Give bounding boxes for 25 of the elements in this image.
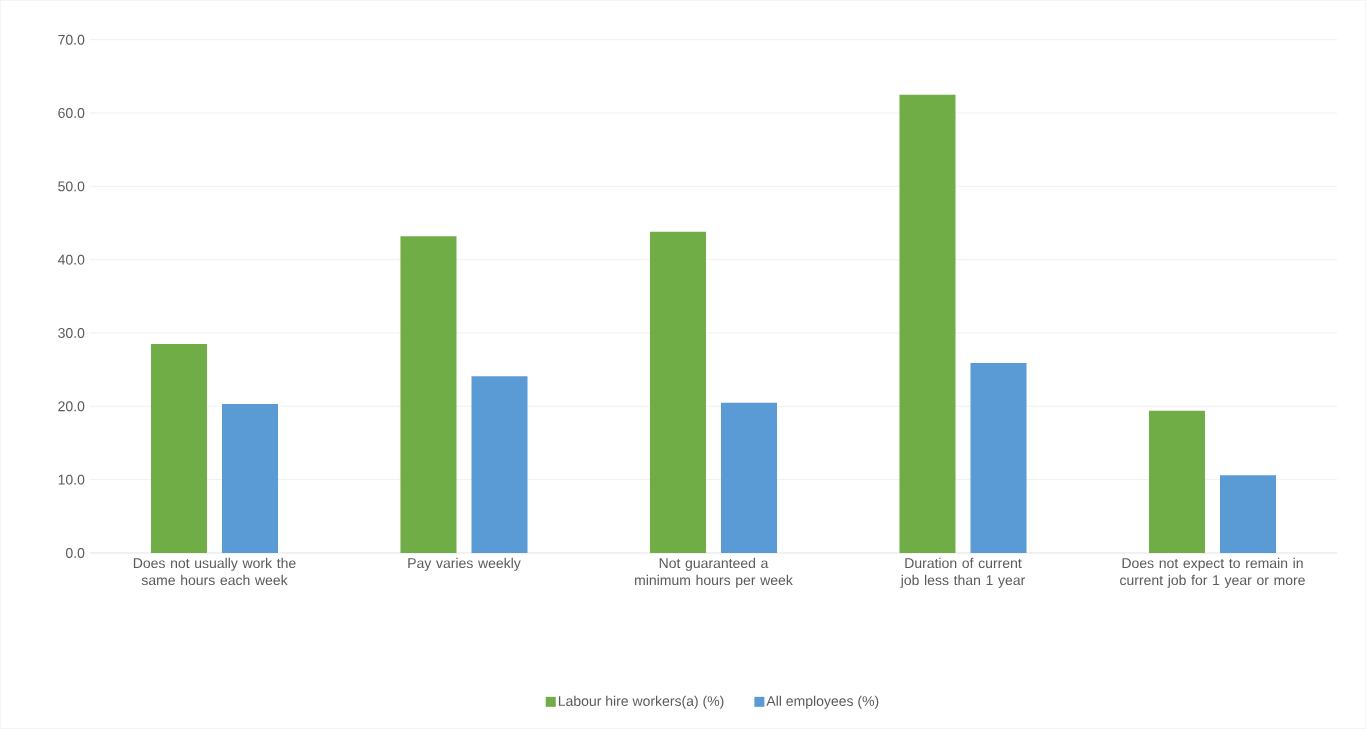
y-tick-label: 40.0 [57, 254, 85, 265]
bar [649, 231, 706, 554]
bar [150, 344, 207, 554]
bar [221, 404, 279, 554]
y-tick-label: 10.0 [58, 474, 85, 485]
x-tick-label: Not guaranteed a minimum hours per week [635, 557, 793, 589]
y-tick-label: 70.0 [58, 34, 85, 45]
bar [899, 94, 956, 554]
bar [970, 363, 1027, 554]
y-tick-label: 0.0 [65, 548, 85, 559]
x-tick-label: Does not usually work the same hours each week [133, 557, 296, 586]
legend-label: Labour hire workers(a) (%) [558, 695, 724, 709]
bar [721, 402, 778, 554]
x-tick-label: Pay varies weekly [408, 557, 521, 571]
x-tick-label: Does not expect to remain in current job for 1 year or more [1120, 557, 1305, 589]
bar [1220, 475, 1277, 554]
bar [400, 236, 457, 554]
bar [1148, 410, 1205, 554]
legend-label: All employees (%) [766, 695, 879, 709]
x-tick-label: Duration of current job less than 1 year [900, 557, 1026, 589]
y-tick-label: 50.0 [58, 181, 85, 192]
y-tick-label: 30.0 [58, 328, 85, 339]
y-tick-label: 20.0 [58, 401, 85, 412]
bar [471, 376, 528, 554]
y-tick-label: 60.0 [58, 108, 85, 119]
